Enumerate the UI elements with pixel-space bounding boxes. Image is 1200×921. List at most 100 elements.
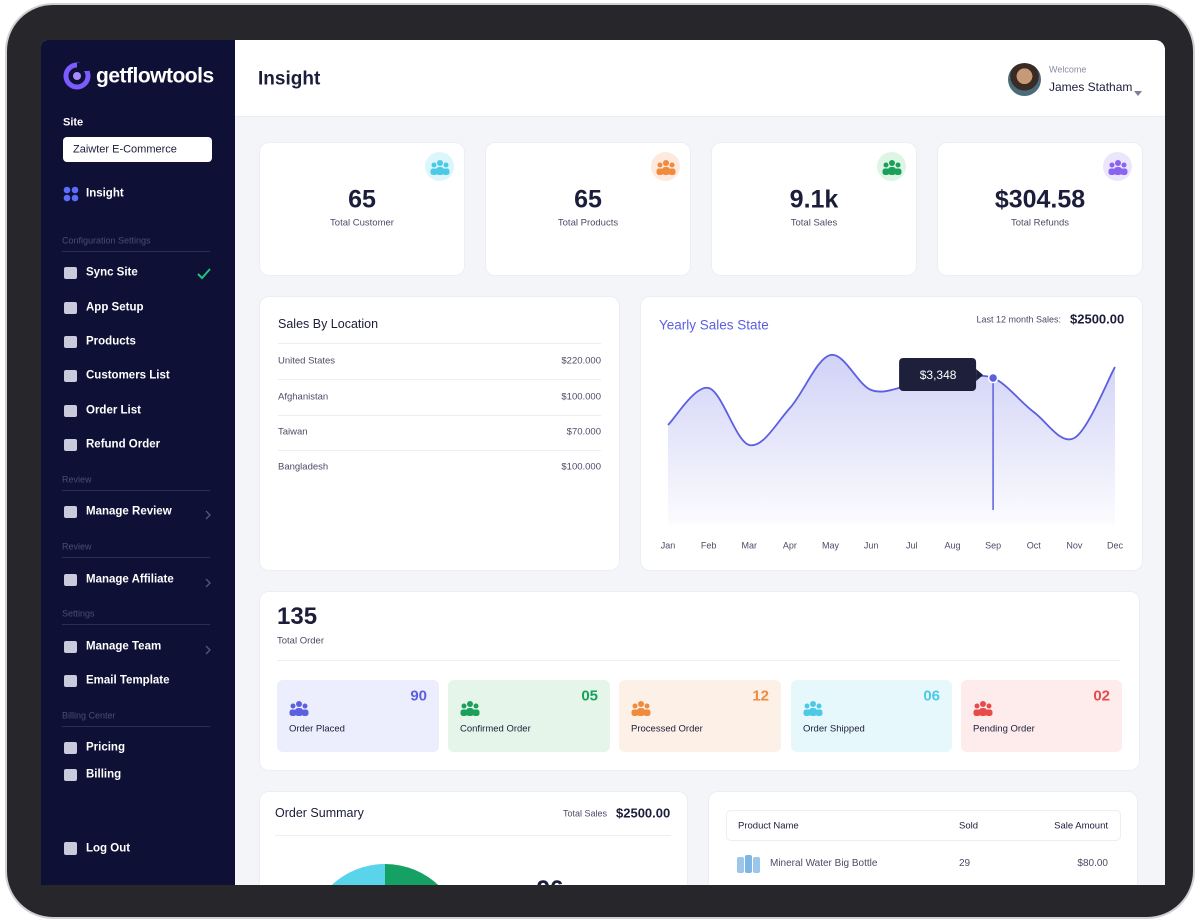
location-amount: $100.000 <box>561 391 601 403</box>
avatar <box>1008 63 1041 96</box>
nav-icon <box>64 370 77 382</box>
nav-icon <box>64 405 77 417</box>
tooltip-label: $3,348 <box>919 368 957 382</box>
divider <box>277 660 1120 661</box>
nav-icon <box>64 302 77 314</box>
x-tick-label: Feb <box>700 540 717 551</box>
location-name: United States <box>278 355 336 367</box>
x-tick-label: Jul <box>906 540 918 551</box>
insight-icon <box>63 186 79 202</box>
table-header <box>726 810 1121 841</box>
status-label: Processed Order <box>631 723 703 735</box>
status-label: Pending Order <box>973 723 1035 735</box>
divider <box>278 379 601 380</box>
location-name: Taiwan <box>278 426 308 438</box>
status-icon <box>459 699 481 717</box>
check-icon <box>197 267 211 280</box>
x-tick-label: Apr <box>782 540 797 551</box>
nav-item[interactable]: Email Template <box>86 674 170 687</box>
stat-icon-bg <box>877 152 906 181</box>
stat-label: Total Sales <box>790 217 838 229</box>
column-header: Product Name <box>738 820 799 832</box>
location-card <box>259 296 620 571</box>
pie-chart <box>305 862 465 885</box>
product-thumb <box>735 853 763 875</box>
nav-item[interactable]: Manage Team <box>86 640 162 653</box>
status-count: 90 <box>410 687 427 705</box>
nav-item[interactable]: Billing <box>86 768 122 781</box>
nav-icon <box>64 439 77 451</box>
stat-icon <box>655 158 677 176</box>
status-label: Order Shipped <box>803 723 865 735</box>
status-box <box>791 680 952 752</box>
nav-item[interactable]: Order List <box>86 404 141 417</box>
divider <box>278 343 601 344</box>
stat-label: Total Products <box>557 217 619 229</box>
section-title: Review <box>62 474 92 485</box>
chevron <box>204 575 212 588</box>
status-icon <box>288 699 310 717</box>
status-count: 05 <box>581 687 598 705</box>
nav-item[interactable]: Customers List <box>86 369 170 382</box>
nav-item[interactable]: Log Out <box>86 842 131 855</box>
location-name: Bangladesh <box>278 461 329 473</box>
nav-item[interactable]: Products <box>86 335 136 348</box>
stat-label: Total Customer <box>330 217 394 229</box>
location-amount: $70.000 <box>566 426 601 438</box>
nav-item[interactable]: App Setup <box>86 301 144 314</box>
orders-total: 135 <box>277 603 318 630</box>
welcome-text: Welcome <box>1049 64 1087 75</box>
stat-icon <box>429 158 451 176</box>
summary-total-label: Total Sales <box>562 808 607 819</box>
nav-icon <box>64 506 77 518</box>
stat-value: $304.58 <box>994 185 1086 214</box>
chart-card <box>640 296 1143 571</box>
nav-icon <box>64 769 77 781</box>
stat-value: 9.1k <box>789 185 839 214</box>
nav-icon <box>64 742 77 754</box>
site-label: Site <box>63 116 84 129</box>
x-tick-label: Sep <box>985 540 1002 551</box>
status-box <box>961 680 1122 752</box>
nav-item[interactable]: Sync Site <box>86 266 138 279</box>
nav-icon <box>64 574 77 586</box>
status-icon <box>802 699 824 717</box>
stat-value: 65 <box>348 185 376 214</box>
location-amount: $100.000 <box>561 461 601 473</box>
nav-item[interactable]: Insight <box>86 187 124 200</box>
status-count: 06 <box>923 687 940 705</box>
nav-item[interactable]: Refund Order <box>86 438 161 451</box>
logo-icon <box>62 61 92 91</box>
table-cell: 29 <box>959 858 971 869</box>
products-card <box>708 791 1138 885</box>
location-name: Afghanistan <box>278 391 329 403</box>
nav-item[interactable]: Manage Affiliate <box>86 573 174 586</box>
sidebar <box>41 40 235 885</box>
chart-subtitle: Last 12 month Sales: <box>976 314 1061 325</box>
column-header: Sold <box>959 820 979 832</box>
brand-name: getflowtools <box>96 64 214 88</box>
section-divider <box>62 251 210 252</box>
status-icon <box>630 699 652 717</box>
nav-item[interactable]: Manage Review <box>86 505 172 518</box>
stat-icon-bg <box>425 152 454 181</box>
stat-icon <box>881 158 903 176</box>
stat-icon-bg <box>651 152 680 181</box>
x-tick-label: Mar <box>741 540 758 551</box>
user-name[interactable]: James Statham <box>1049 80 1133 94</box>
divider <box>275 835 671 836</box>
logout-icon <box>64 842 77 855</box>
chart-title: Yearly Sales State <box>659 317 769 333</box>
x-tick-label: Jan <box>660 540 676 551</box>
divider <box>278 450 601 451</box>
site-select[interactable] <box>63 137 212 162</box>
status-count: 02 <box>1093 687 1110 705</box>
table-cell: $80.00 <box>1077 858 1108 869</box>
section-divider <box>62 624 210 625</box>
nav-icon <box>64 641 77 653</box>
nav-item[interactable]: Pricing <box>86 741 125 754</box>
section-title: Settings <box>62 608 95 619</box>
summary-total: $2500.00 <box>616 805 671 821</box>
x-tick-label: Dec <box>1106 540 1124 551</box>
column-header: Sale Amount <box>1054 820 1108 832</box>
